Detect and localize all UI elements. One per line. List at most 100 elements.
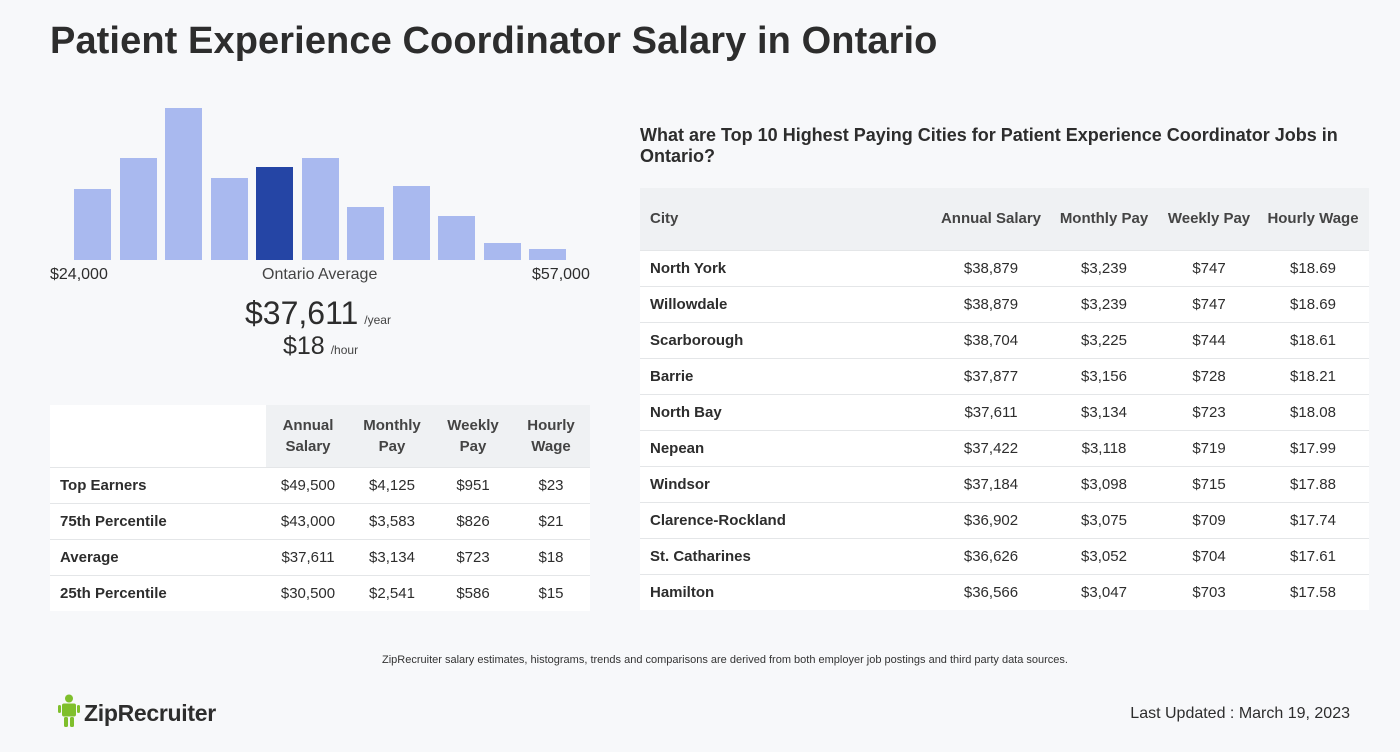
- table-row: North York $38,879 $3,239 $747 $18.69: [640, 250, 1369, 286]
- hourly-cell: $23: [538, 476, 564, 494]
- table-row: Willowdale $38,879 $3,239 $747 $18.69: [640, 286, 1369, 322]
- city-name: Barrie: [650, 367, 694, 385]
- monthly-cell: $3,134: [1081, 403, 1127, 421]
- monthly-cell: $3,134: [369, 548, 415, 566]
- zip-mascot-icon: [58, 694, 80, 733]
- weekly-cell: $704: [1192, 547, 1226, 565]
- cities-header-weekly: Weekly Pay: [1167, 210, 1251, 228]
- histogram-bar: [483, 243, 521, 260]
- hourly-cell: $17.58: [1290, 583, 1336, 601]
- hourly-cell: $18: [538, 548, 564, 566]
- percentile-header-row: Annual Salary Monthly Pay Weekly Pay Hou…: [50, 405, 590, 467]
- hourly-cell: $17.61: [1290, 547, 1336, 565]
- histogram-bar: [438, 216, 475, 260]
- row-label: Average: [60, 548, 119, 566]
- annual-cell: $30,500: [280, 584, 336, 602]
- weekly-cell: $703: [1192, 583, 1226, 601]
- city-name: Nepean: [650, 439, 705, 457]
- monthly-cell: $3,118: [1081, 439, 1127, 457]
- weekly-cell: $723: [1192, 403, 1226, 421]
- weekly-cell: $723: [456, 548, 490, 566]
- hourly-cell: $21: [538, 512, 564, 530]
- row-label: Top Earners: [60, 476, 147, 494]
- table-row: Top Earners $49,500 $4,125 $951 $23: [50, 467, 590, 503]
- monthly-cell: $3,239: [1081, 259, 1127, 277]
- annual-cell: $37,611: [281, 548, 335, 566]
- annual-cell: $37,422: [963, 439, 1019, 457]
- data-source-disclaimer: ZipRecruiter salary estimates, histogram…: [382, 654, 1068, 666]
- salary-histogram: [50, 95, 590, 260]
- city-name: North Bay: [650, 403, 722, 421]
- hourly-cell: $17.88: [1290, 475, 1336, 493]
- city-name: Willowdale: [650, 295, 728, 313]
- weekly-cell: $586: [456, 584, 490, 602]
- monthly-cell: $3,052: [1081, 547, 1127, 565]
- hourly-cell: $18.69: [1290, 259, 1336, 277]
- monthly-cell: $3,239: [1081, 295, 1127, 313]
- logo-text: ZipRecruiter: [84, 700, 216, 726]
- ziprecruiter-logo[interactable]: ZipRecruiter: [58, 694, 216, 733]
- monthly-cell: $2,541: [369, 584, 415, 602]
- annual-cell: $38,704: [963, 331, 1019, 349]
- table-row: Scarborough $38,704 $3,225 $744 $18.61: [640, 322, 1369, 358]
- average-hourly-unit: /hour: [330, 343, 359, 357]
- weekly-cell: $747: [1192, 259, 1226, 277]
- weekly-cell: $709: [1192, 511, 1226, 529]
- weekly-cell: $744: [1192, 331, 1226, 349]
- hourly-cell: $17.74: [1290, 511, 1336, 529]
- histogram-bar: [301, 158, 339, 260]
- annual-cell: $43,000: [280, 512, 336, 530]
- histogram-center-label: Ontario Average: [262, 266, 378, 283]
- table-row: St. Catharines $36,626 $3,052 $704 $17.6…: [640, 538, 1369, 574]
- weekly-cell: $951: [456, 476, 490, 494]
- annual-cell: $38,879: [963, 295, 1019, 313]
- hourly-cell: $18.61: [1290, 331, 1336, 349]
- average-annual: $37,611/year: [245, 295, 391, 332]
- annual-cell: $37,877: [963, 367, 1019, 385]
- cities-header-city: City: [650, 210, 679, 228]
- city-name: Clarence-Rockland: [650, 511, 786, 529]
- cities-header-hourly: Hourly Wage: [1267, 210, 1359, 228]
- average-hourly-value: $18: [283, 332, 325, 360]
- row-label: 75th Percentile: [60, 512, 167, 530]
- city-name: Windsor: [650, 475, 710, 493]
- weekly-cell: $715: [1192, 475, 1226, 493]
- histogram-min-label: $24,000: [50, 266, 108, 283]
- last-updated: Last Updated : March 19, 2023: [1130, 705, 1350, 722]
- table-row: 25th Percentile $30,500 $2,541 $586 $15: [50, 575, 590, 611]
- annual-cell: $38,879: [963, 259, 1019, 277]
- cities-header-row: City Annual Salary Monthly Pay Weekly Pa…: [640, 188, 1369, 250]
- histogram-bar: [119, 158, 157, 260]
- monthly-cell: $3,583: [369, 512, 415, 530]
- histogram-bar: [210, 178, 248, 260]
- average-annual-value: $37,611: [245, 295, 359, 331]
- histogram-max-label: $57,000: [532, 266, 590, 283]
- monthly-cell: $4,125: [369, 476, 415, 494]
- annual-cell: $37,611: [964, 403, 1018, 421]
- table-row: Average $37,611 $3,134 $723 $18: [50, 539, 590, 575]
- annual-cell: $36,566: [963, 583, 1019, 601]
- monthly-cell: $3,075: [1081, 511, 1127, 529]
- table-row: Windsor $37,184 $3,098 $715 $17.88: [640, 466, 1369, 502]
- page-title: Patient Experience Coordinator Salary in…: [50, 20, 938, 62]
- annual-cell: $37,184: [963, 475, 1019, 493]
- weekly-cell: $826: [456, 512, 490, 530]
- monthly-cell: $3,098: [1081, 475, 1127, 493]
- cities-header-monthly: Monthly Pay: [1059, 210, 1149, 228]
- table-row: 75th Percentile $43,000 $3,583 $826 $21: [50, 503, 590, 539]
- average-hourly: $18/hour: [283, 332, 358, 361]
- table-row: North Bay $37,611 $3,134 $723 $18.08: [640, 394, 1369, 430]
- cities-heading: What are Top 10 Highest Paying Cities fo…: [640, 125, 1338, 166]
- table-row: Nepean $37,422 $3,118 $719 $17.99: [640, 430, 1369, 466]
- histogram-bar: [74, 189, 111, 260]
- monthly-cell: $3,156: [1081, 367, 1127, 385]
- histogram-bar: [392, 186, 430, 260]
- weekly-cell: $719: [1192, 439, 1226, 457]
- hourly-cell: $18.08: [1290, 403, 1336, 421]
- city-name: St. Catharines: [650, 547, 751, 565]
- cities-header-annual: Annual Salary: [940, 210, 1042, 228]
- annual-cell: $36,626: [963, 547, 1019, 565]
- histogram-bar: [165, 108, 202, 260]
- cities-table: City Annual Salary Monthly Pay Weekly Pa…: [640, 188, 1369, 610]
- histogram-bar: [347, 207, 384, 260]
